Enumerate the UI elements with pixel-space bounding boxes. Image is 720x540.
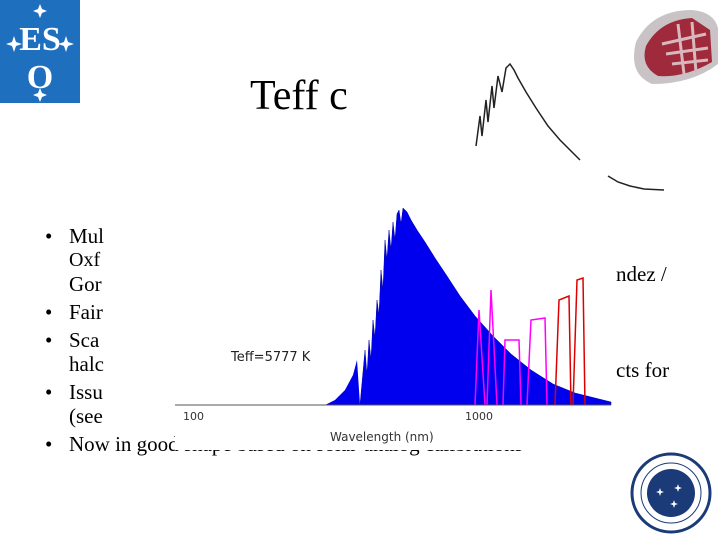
- bullet-line: Sca: [69, 328, 100, 352]
- bullet-item: Sca halc: [45, 328, 675, 376]
- solar-spectrum-chart: Teff=5777 K 100 1000 Wavelength (nm): [175, 200, 615, 450]
- bullet-item: Issu (see: [45, 380, 675, 428]
- bullet-line: Fair: [69, 300, 103, 324]
- filter-curve-red: [554, 276, 586, 406]
- svg-text:ES: ES: [19, 21, 61, 58]
- bullet-item: Fair: [45, 300, 675, 324]
- filter-curve-magenta: [474, 289, 548, 406]
- bullet-line: halc: [69, 352, 104, 376]
- small-spectrum-plot: [475, 62, 665, 191]
- bullet-item: Mul Oxf Gor: [45, 224, 675, 296]
- slide-title: Teff c: [250, 73, 348, 119]
- bullet-line: Gor: [69, 272, 102, 296]
- spectrum-fill-area: [359, 207, 612, 406]
- teff-annotation: Teff=5777 K: [231, 350, 311, 365]
- iac-seal-logo: [630, 452, 712, 534]
- bullet-line: Oxf: [69, 249, 101, 271]
- small-spectrum-line: [475, 62, 665, 191]
- spectrum-plot-area: [175, 207, 612, 406]
- bullet-tail-text: ndez /: [616, 262, 667, 286]
- eso-logo: ES O: [0, 0, 80, 103]
- x-tick-label: 100: [183, 410, 204, 423]
- x-tick-label: 1000: [465, 410, 493, 423]
- bullet-line: Issu: [69, 380, 103, 404]
- bullet-tail-text: cts for: [616, 358, 670, 382]
- bullet-line: Mul: [69, 224, 105, 248]
- x-axis-label: Wavelength (nm): [330, 430, 434, 444]
- spectrum-uv-tail: [325, 360, 360, 405]
- bullet-line: (see: [69, 404, 103, 428]
- iac-telescope-logo: [634, 10, 718, 84]
